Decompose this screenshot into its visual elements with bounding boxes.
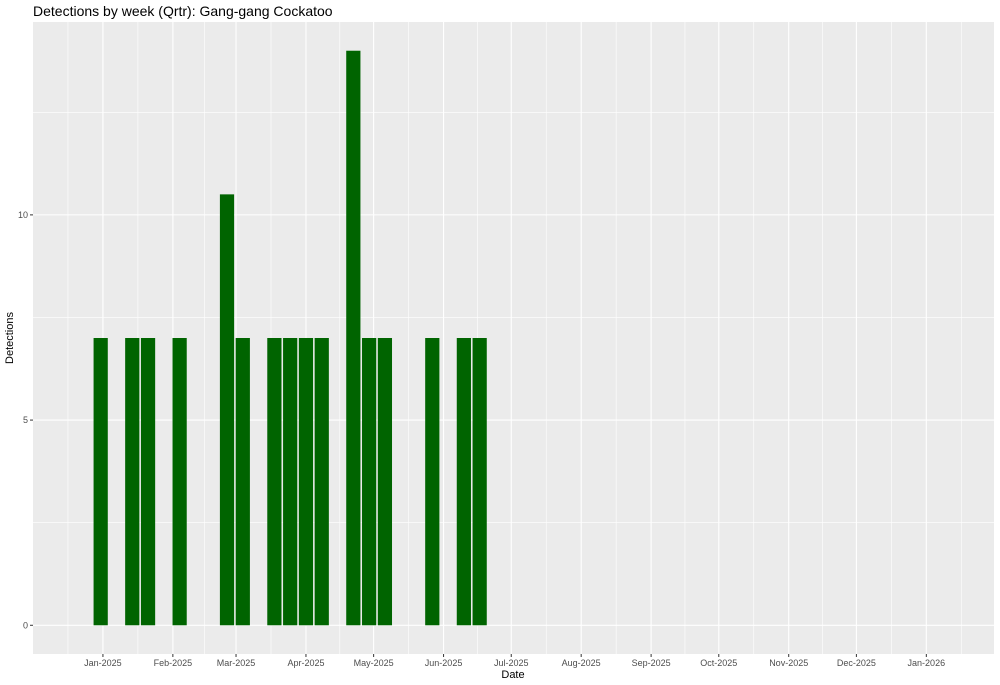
x-tick-label: Feb-2025 [154, 658, 193, 668]
y-tick-label: 0 [23, 620, 28, 630]
plot-panel [33, 22, 994, 654]
bar [125, 338, 140, 626]
x-tick-label: Jun-2025 [425, 658, 463, 668]
bar [140, 338, 156, 626]
bar [425, 338, 440, 626]
bar [377, 338, 393, 626]
bar [267, 338, 282, 626]
x-tick-label: Dec-2025 [837, 658, 876, 668]
x-tick-label: Jan-2026 [908, 658, 946, 668]
x-tick-label: Nov-2025 [769, 658, 808, 668]
x-tick-label: Apr-2025 [287, 658, 324, 668]
bar [362, 338, 377, 626]
x-axis: Jan-2025 Feb-2025 Mar-2025 Apr-2025 May-2025… [84, 654, 945, 668]
x-tick-label: Jan-2025 [84, 658, 122, 668]
bar [456, 338, 471, 626]
x-tick-label: Mar-2025 [217, 658, 256, 668]
bar [172, 338, 187, 626]
bar [235, 338, 250, 626]
bar [219, 194, 235, 626]
y-tick-label: 5 [23, 415, 28, 425]
y-tick-label: 10 [18, 210, 28, 220]
x-tick-label: Sep-2025 [632, 658, 671, 668]
x-tick-label: Aug-2025 [562, 658, 601, 668]
bar [283, 338, 298, 626]
y-axis: 0 5 10 [18, 210, 33, 630]
bar [314, 338, 329, 626]
x-tick-label: Oct-2025 [700, 658, 737, 668]
bar [298, 338, 314, 626]
bar [93, 338, 108, 626]
x-tick-label: Jul-2025 [494, 658, 529, 668]
y-axis-title: Detections [4, 312, 16, 364]
chart-title: Detections by week (Qrtr): Gang-gang Coc… [33, 3, 333, 19]
x-axis-title: Date [501, 669, 524, 681]
bars [93, 50, 487, 626]
bar [346, 50, 361, 626]
x-tick-label: May-2025 [354, 658, 394, 668]
bar [472, 338, 487, 626]
